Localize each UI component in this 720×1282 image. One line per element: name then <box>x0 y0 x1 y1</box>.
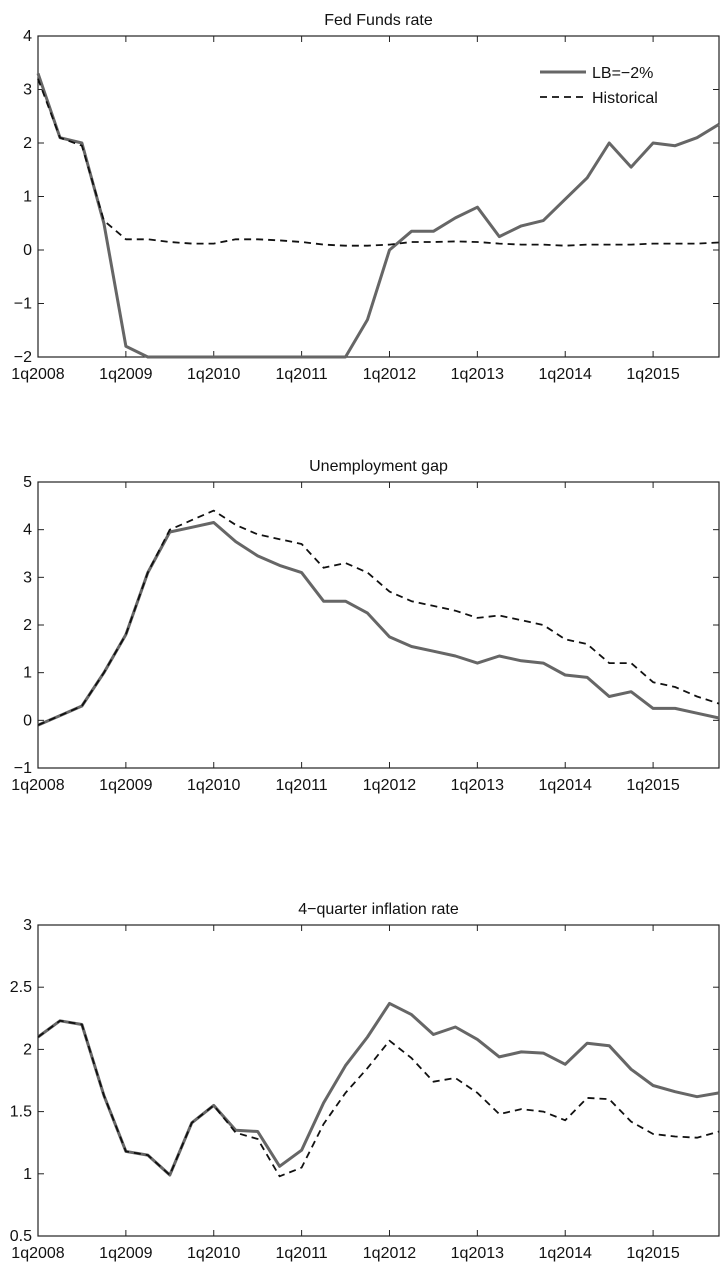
chart-title: Fed Funds rate <box>324 12 433 29</box>
y-tick-label: 1 <box>23 189 32 206</box>
chart-panel-1: Fed Funds rate −2 −1 0 1 2 3 4 1q2008 1q2009 1q201… <box>11 12 720 383</box>
y-tick-label: 1 <box>23 665 32 682</box>
x-tick-label: 1q2012 <box>363 1245 416 1262</box>
y-tick-label: 2.5 <box>10 979 32 996</box>
x-tick-label: 1q2009 <box>99 777 152 794</box>
x-tick-label: 1q2010 <box>187 777 240 794</box>
series-line-lb <box>37 1001 720 1177</box>
y-tick-label: 0 <box>23 712 32 729</box>
series-line-lb <box>37 521 720 727</box>
legend-label: LB=−2% <box>592 65 653 82</box>
y-tick-label: −1 <box>14 760 32 777</box>
x-tick-label: 1q2009 <box>99 1245 152 1262</box>
chart-panel-3: 4−quarter inflation rate 0.5 1 1.5 2 2.5 3 1q20… <box>10 901 720 1262</box>
chart-panel-2: Unemployment gap −1 0 1 2 3 4 5 1q2008 1q2009 1q20… <box>11 458 720 794</box>
y-tick-label: 1 <box>23 1166 32 1183</box>
x-tick-label: 1q2010 <box>187 1245 240 1262</box>
y-tick-label: −1 <box>14 296 32 313</box>
x-tick-label: 1q2014 <box>539 777 592 794</box>
x-tick-label: 1q2015 <box>626 777 679 794</box>
x-tick-label: 1q2012 <box>363 366 416 383</box>
y-tick-label: −2 <box>14 349 32 366</box>
x-tick-label: 1q2009 <box>99 366 152 383</box>
x-tick-label: 1q2011 <box>276 1245 328 1262</box>
x-tick-label: 1q2011 <box>276 366 328 383</box>
legend-label: Historical <box>592 90 658 107</box>
y-tick-label: 0.5 <box>10 1228 32 1245</box>
x-tick-label: 1q2013 <box>451 777 504 794</box>
y-tick-label: 4 <box>23 28 32 45</box>
y-tick-label: 3 <box>23 917 32 934</box>
series-line-historical <box>37 78 720 247</box>
x-tick-label: 1q2013 <box>451 1245 504 1262</box>
plot-frame <box>37 35 720 358</box>
chart-title: Unemployment gap <box>309 458 448 475</box>
y-tick-label: 2 <box>23 617 32 634</box>
x-tick-label: 1q2014 <box>539 1245 592 1262</box>
y-tick-label: 2 <box>23 1041 32 1058</box>
series-line-lb <box>36 72 720 359</box>
y-tick-label: 0 <box>23 242 32 259</box>
x-tick-label: 1q2013 <box>451 366 504 383</box>
x-tick-label: 1q2015 <box>626 1245 679 1262</box>
x-tick-label: 1q2008 <box>11 1245 64 1262</box>
chart-title: 4−quarter inflation rate <box>298 901 459 918</box>
y-tick-label: 1.5 <box>10 1104 32 1121</box>
x-tick-label: 1q2008 <box>11 366 64 383</box>
plot-frame <box>37 924 720 1237</box>
x-tick-label: 1q2012 <box>363 777 416 794</box>
series-line-historical <box>37 1019 720 1178</box>
y-tick-label: 2 <box>23 135 32 152</box>
y-tick-label: 5 <box>23 474 32 491</box>
y-tick-label: 3 <box>23 569 32 586</box>
x-tick-label: 1q2015 <box>626 366 679 383</box>
x-tick-label: 1q2008 <box>11 777 64 794</box>
x-tick-label: 1q2014 <box>539 366 592 383</box>
y-tick-label: 3 <box>23 82 32 99</box>
x-tick-label: 1q2010 <box>187 366 240 383</box>
series-line-historical <box>37 509 720 726</box>
x-tick-label: 1q2011 <box>276 777 328 794</box>
legend: LB=−2% Historical <box>540 65 658 107</box>
y-tick-label: 4 <box>23 522 32 539</box>
